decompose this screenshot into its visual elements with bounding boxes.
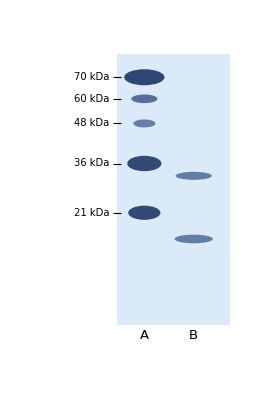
- Text: A: A: [140, 330, 149, 342]
- Text: 60 kDa: 60 kDa: [74, 94, 109, 104]
- Ellipse shape: [128, 206, 160, 220]
- Ellipse shape: [124, 69, 165, 85]
- Text: B: B: [189, 330, 198, 342]
- Ellipse shape: [174, 235, 213, 243]
- Text: 70 kDa: 70 kDa: [74, 72, 109, 82]
- Ellipse shape: [127, 156, 161, 171]
- Ellipse shape: [176, 172, 212, 180]
- Ellipse shape: [131, 94, 158, 103]
- FancyBboxPatch shape: [117, 54, 230, 325]
- Text: 21 kDa: 21 kDa: [74, 208, 109, 218]
- Text: 48 kDa: 48 kDa: [74, 118, 109, 128]
- Text: 36 kDa: 36 kDa: [74, 158, 109, 168]
- Ellipse shape: [133, 120, 155, 128]
